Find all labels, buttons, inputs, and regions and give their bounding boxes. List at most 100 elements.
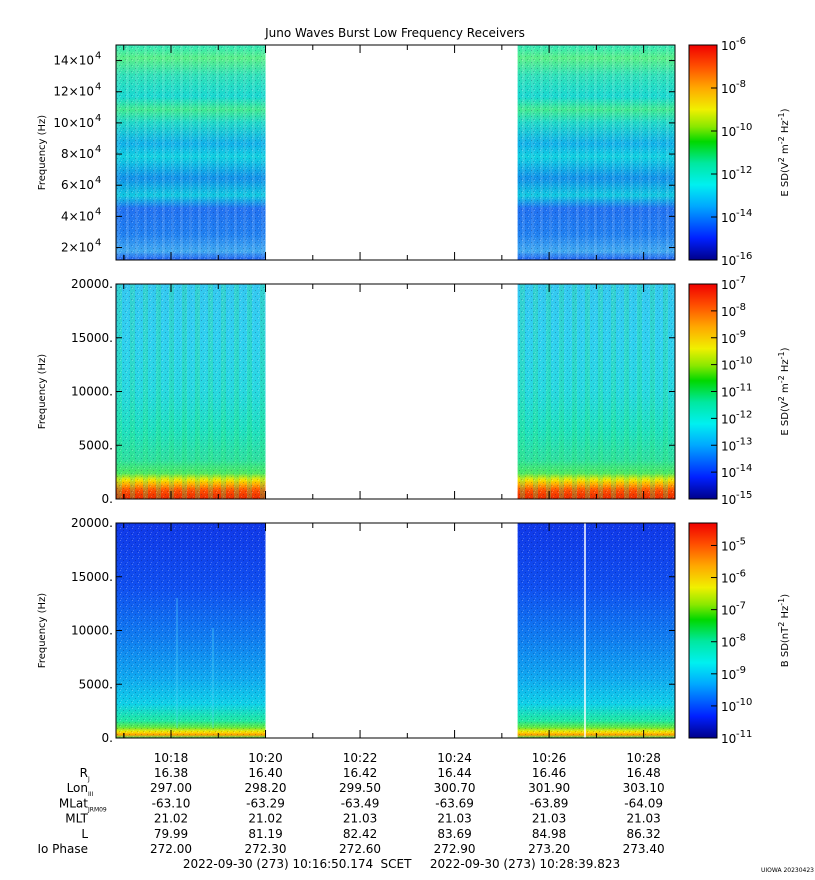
colorbar-label-part: m — [780, 144, 791, 157]
ephemeris-value: 86.32 — [626, 827, 660, 841]
colorbar-label-part: ) — [780, 594, 791, 598]
ephemeris-value: 299.50 — [339, 781, 381, 795]
colorbar-label-part: m — [780, 383, 791, 396]
y-tick-label: 10×10 — [53, 116, 94, 130]
y-tick-label: 10000. — [71, 624, 113, 638]
credit-label: UIOWA 20230423 — [761, 867, 814, 874]
y-tick-label: 6×10 — [61, 178, 94, 192]
colorbar-label: E SD(V2 m-2 Hz-1) — [777, 347, 791, 435]
y-tick-exponent: 4 — [95, 144, 101, 155]
colorbar-tick-exponent: -12 — [736, 409, 752, 420]
y-axis-label: Frequency (Hz) — [37, 593, 48, 669]
x-tick-label: 10:24 — [437, 751, 472, 765]
colorbar-label-part: 2 — [777, 622, 786, 627]
colorbar-tick-label: 10 — [721, 359, 736, 373]
spectrogram-noise — [517, 523, 675, 738]
ephemeris-value: 300.70 — [434, 781, 476, 795]
colorbar-tick-label: 10 — [721, 412, 736, 426]
ephemeris-value: 272.00 — [150, 842, 192, 856]
colorbar-label-part: -1 — [777, 351, 786, 359]
y-tick-exponent: 4 — [95, 51, 101, 62]
spectrogram-noise — [116, 284, 266, 499]
spectrogram-noise — [517, 284, 675, 499]
ephemeris-value: 16.42 — [343, 766, 377, 780]
colorbar-tick-label: 10 — [721, 39, 736, 53]
colorbar-tick-label: 10 — [721, 539, 736, 553]
ephemeris-value: -63.69 — [435, 796, 474, 810]
y-tick-label: 15000. — [71, 570, 113, 584]
y-tick-label: 15000. — [71, 331, 113, 345]
colorbar-tick-label: 10 — [721, 125, 736, 139]
x-tick-label: 10:18 — [154, 751, 189, 765]
colorbar-tick-exponent: -10 — [736, 122, 752, 133]
ephemeris-row-label: L — [81, 827, 88, 841]
y-tick-exponent: 4 — [95, 82, 101, 93]
ephemeris-value: -63.29 — [246, 796, 285, 810]
ephemeris-value: 16.38 — [154, 766, 188, 780]
ephemeris-row-label: MLat — [59, 796, 88, 810]
colorbar-tick-exponent: -12 — [736, 165, 752, 176]
colorbar-tick-exponent: -11 — [736, 383, 752, 394]
colorbar-tick-exponent: -8 — [736, 633, 746, 644]
colorbar-label-part: -1 — [777, 598, 786, 606]
colorbar-label: E SD(V2 m-2 Hz-1) — [777, 108, 791, 196]
colorbar-tick-exponent: -14 — [736, 208, 752, 219]
time-axis: 10:18 10:20 10:22 10:24 10:26 10:28 — [154, 751, 661, 765]
ephemeris-value: 21.03 — [532, 812, 566, 826]
ephemeris-value: -63.10 — [152, 796, 191, 810]
colorbar-tick-label: 10 — [721, 604, 736, 618]
colorbar-label-part: -2 — [777, 375, 786, 383]
y-tick-exponent: 4 — [95, 206, 101, 217]
spectrogram-panel-1: 2×10 44×10 46×10 48×10 410×10 412×10 414×10 4Fr… — [37, 36, 791, 268]
spectrogram-noise — [517, 45, 675, 260]
colorbar-frame — [688, 522, 718, 739]
colorbar-tick-exponent: -6 — [736, 569, 746, 580]
ephemeris-value: 297.00 — [150, 781, 192, 795]
ephemeris-value: 301.90 — [528, 781, 570, 795]
ephemeris-row-label: MLT — [65, 812, 88, 826]
colorbar-tick-label: 10 — [721, 439, 736, 453]
ephemeris-value: 21.02 — [248, 812, 282, 826]
ephemeris-value: 16.46 — [532, 766, 566, 780]
colorbar-tick-label: 10 — [721, 332, 736, 346]
colorbar-tick-exponent: -9 — [736, 665, 746, 676]
ephemeris-value: 303.10 — [623, 781, 665, 795]
x-tick-label: 10:20 — [248, 751, 283, 765]
spectrogram-panel-3: 0. 5000. 10000. 15000. 20000. Frequency (Hz) 1… — [37, 516, 791, 746]
ephemeris-row-subscript: III — [88, 791, 94, 798]
time-system-label: SCET — [381, 857, 413, 871]
ephemeris-value: 21.03 — [343, 812, 377, 826]
x-tick-label: 10:28 — [626, 751, 661, 765]
colorbar-tick-label: 10 — [721, 386, 736, 400]
ephemeris-value: 79.99 — [154, 827, 188, 841]
colorbar-label-part: ) — [780, 108, 791, 112]
colorbar-label-part: Hz — [780, 359, 791, 375]
ephemeris-value: 272.60 — [339, 842, 381, 856]
colorbar — [689, 523, 717, 738]
colorbar-tick-exponent: -9 — [736, 329, 746, 340]
ephemeris-value: 273.20 — [528, 842, 570, 856]
colorbar-label-part: -2 — [777, 136, 786, 144]
ephemeris-value: 273.40 — [623, 842, 665, 856]
y-tick-label: 5000. — [79, 438, 113, 452]
spectrogram-panels: 2×10 44×10 46×10 48×10 410×10 412×10 414×10 4Fr… — [37, 36, 791, 746]
y-tick-exponent: 4 — [95, 238, 101, 249]
x-tick-label: 10:26 — [532, 751, 567, 765]
colorbar-tick-exponent: -13 — [736, 436, 752, 447]
ephemeris-value: -63.49 — [341, 796, 380, 810]
colorbar-tick-exponent: -7 — [736, 601, 746, 612]
y-tick-label: 10000. — [71, 385, 113, 399]
colorbar-tick-label: 10 — [721, 636, 736, 650]
colorbar-tick-exponent: -7 — [736, 275, 746, 286]
y-tick-label: 2×10 — [61, 241, 94, 255]
chart-title: Juno Waves Burst Low Frequency Receivers — [264, 26, 525, 40]
y-tick-label: 12×10 — [53, 85, 94, 99]
colorbar-tick-exponent: -6 — [736, 36, 746, 47]
colorbar-label-part: Hz — [780, 120, 791, 136]
ephemeris-value: 82.42 — [343, 827, 377, 841]
colorbar-tick-label: 10 — [721, 168, 736, 182]
spectrogram-noise — [116, 45, 266, 260]
y-tick-label: 20000. — [71, 516, 113, 530]
y-tick-label: 4×10 — [61, 209, 94, 223]
ephemeris-value: 21.03 — [437, 812, 471, 826]
